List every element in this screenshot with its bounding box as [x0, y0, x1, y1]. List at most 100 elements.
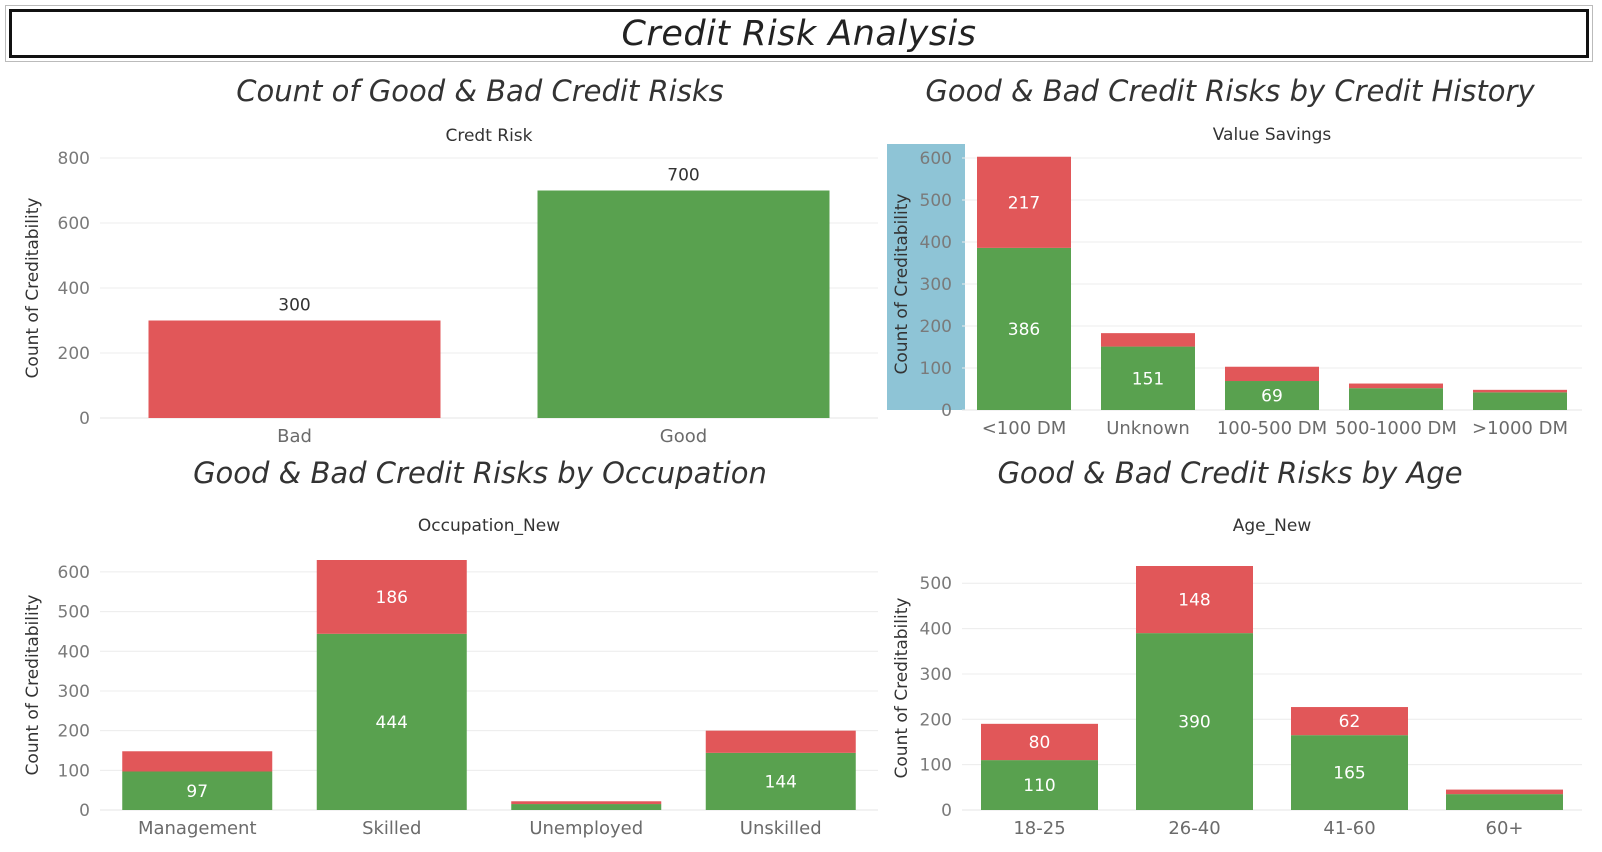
chart0-header: Credt Risk [445, 126, 532, 146]
chart3-ytick: 200 [920, 710, 952, 730]
chart0-bar [148, 320, 441, 418]
chart1-bar-segment [1101, 333, 1195, 347]
chart0-xtick: Good [660, 426, 707, 447]
chart0-yaxis-title: Count of Creditability [23, 198, 43, 379]
chart3-header: Age_New [1233, 516, 1312, 536]
chart2-ytick: 200 [58, 722, 90, 742]
dashboard-title-box: Credit Risk Analysis [5, 5, 1593, 62]
chart3-bar-segment [981, 723, 1098, 761]
panel-title-credit-history: Good & Bad Credit Risks by Credit Histor… [925, 74, 1535, 108]
chart3-bar-segment [1291, 707, 1408, 736]
chart1-bar-segment [1349, 383, 1443, 389]
chart1-ytick: 300 [920, 275, 952, 295]
chart3-bar-segment [981, 760, 1098, 810]
chart1-ytick: 500 [920, 191, 952, 211]
chart1-bar-segment [977, 247, 1071, 410]
chart2-xtick: Management [138, 818, 257, 839]
chart3-segment-label: 80 [1029, 733, 1051, 753]
chart3-segment-label: 165 [1333, 764, 1365, 784]
dashboard-title: Credit Risk Analysis [621, 13, 977, 54]
chart2-xtick: Unskilled [740, 818, 822, 839]
chart0-data-label: 700 [667, 166, 699, 186]
chart1-yaxis-title: Count of Creditability [892, 194, 912, 375]
chart0-ytick: 800 [58, 149, 90, 169]
chart1-ytick: 100 [920, 359, 952, 379]
chart1-header: Value Savings [1213, 125, 1332, 145]
chart2-segment-label: 186 [376, 588, 408, 608]
chart0-ytick: 0 [79, 409, 90, 429]
chart1-segment-label: 386 [1008, 320, 1040, 340]
chart1-bar-segment [1225, 366, 1319, 382]
chart1-bar-segment [1101, 346, 1195, 410]
chart2-segment-label: 97 [186, 782, 208, 802]
chart2-bar-segment [511, 801, 662, 805]
chart3-bar-segment [1136, 633, 1253, 810]
chart3-ytick: 500 [920, 574, 952, 594]
chart2-ytick: 600 [58, 563, 90, 583]
chart2-ytick: 400 [58, 642, 90, 662]
chart1-ytick: 400 [920, 233, 952, 253]
chart1-ytick: 600 [920, 149, 952, 169]
chart3-segment-label: 110 [1023, 776, 1055, 796]
chart2-bar-segment [122, 771, 273, 810]
chart1-xtick: 500-1000 DM [1335, 418, 1457, 439]
chart3-xtick: 26-40 [1168, 818, 1220, 839]
chart2-xtick: Unemployed [529, 818, 643, 839]
chart1-xtick: <100 DM [982, 418, 1067, 439]
chart2-segment-label: 144 [765, 772, 797, 792]
chart3-xtick: 60+ [1486, 818, 1524, 839]
chart0-ytick: 600 [58, 214, 90, 234]
chart2-bar-segment [705, 730, 856, 753]
chart3-ytick: 0 [941, 801, 952, 821]
panel-title-occupation: Good & Bad Credit Risks by Occupation [193, 456, 767, 490]
chart3-bar-segment [1291, 735, 1408, 810]
chart3-bar-segment [1136, 566, 1253, 634]
chart3-ytick: 100 [920, 756, 952, 776]
chart2-xtick: Skilled [362, 818, 421, 839]
chart2-bar-segment [316, 633, 467, 810]
chart1-ytick: 0 [941, 401, 952, 421]
chart3-segment-label: 148 [1178, 591, 1210, 611]
chart2-bar-segment [705, 752, 856, 810]
chart2-bar-segment [316, 560, 467, 634]
chart1-bar-segment [1473, 389, 1567, 393]
chart2-ytick: 100 [58, 761, 90, 781]
chart2-ytick: 300 [58, 682, 90, 702]
panel-title-age: Good & Bad Credit Risks by Age [997, 456, 1463, 490]
chart3-xtick: 18-25 [1013, 818, 1065, 839]
chart1-xtick: >1000 DM [1472, 418, 1568, 439]
chart1-segment-label: 69 [1261, 387, 1283, 407]
chart0-data-label: 300 [278, 296, 310, 316]
chart1-bar-segment [1225, 381, 1319, 410]
chart2-yaxis-title: Count of Creditability [23, 595, 43, 776]
chart2-ytick: 0 [79, 801, 90, 821]
chart3-segment-label: 62 [1339, 712, 1361, 732]
chart3-segment-label: 390 [1178, 713, 1210, 733]
chart2-segment-label: 444 [376, 713, 408, 733]
chart2-header: Occupation_New [418, 516, 560, 536]
chart2-bar-segment [511, 804, 662, 810]
chart1-segment-label: 151 [1132, 369, 1164, 389]
chart1-xtick: 100-500 DM [1217, 418, 1327, 439]
chart3-bar-segment [1446, 789, 1563, 795]
chart3-ytick: 400 [920, 620, 952, 640]
chart3-xtick: 41-60 [1323, 818, 1375, 839]
chart0-ytick: 400 [58, 279, 90, 299]
chart1-bar-segment [1473, 392, 1567, 410]
chart0-xtick: Bad [277, 426, 312, 447]
panel-title-count: Count of Good & Bad Credit Risks [236, 74, 724, 108]
chart1-ytick: 200 [920, 317, 952, 337]
chart3-yaxis-title: Count of Creditability [892, 598, 912, 779]
chart2-ytick: 500 [58, 603, 90, 623]
chart1-bar-segment [1349, 388, 1443, 410]
chart1-axis-highlight [887, 144, 965, 410]
chart3-bar-segment [1446, 794, 1563, 810]
chart1-bar-segment [977, 156, 1071, 248]
chart1-segment-label: 217 [1008, 193, 1040, 213]
chart0-bar [537, 190, 830, 418]
chart3-ytick: 300 [920, 665, 952, 685]
chart1-xtick: Unknown [1106, 418, 1190, 439]
chart0-ytick: 200 [58, 344, 90, 364]
chart2-bar-segment [122, 751, 273, 772]
